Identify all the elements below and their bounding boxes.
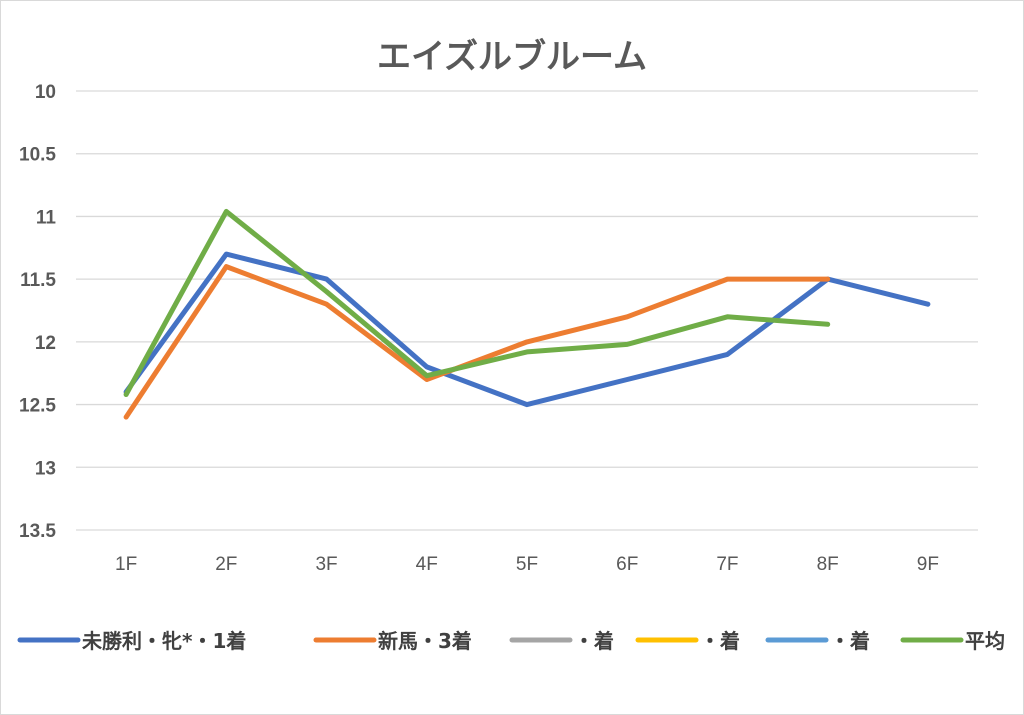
legend-label-2: ・着 xyxy=(574,629,614,653)
y-tick-label: 11 xyxy=(36,207,57,228)
y-tick-label: 12 xyxy=(35,333,56,354)
x-tick-label: 2F xyxy=(215,554,237,575)
legend: 未勝利・牝*・1着 新馬・3着 ・着 ・着 ・着 平均 xyxy=(17,629,1005,653)
x-tick-label: 7F xyxy=(716,554,738,575)
y-tick-label: 13.5 xyxy=(19,521,56,542)
legend-label-1: 新馬・3着 xyxy=(378,629,472,653)
x-axis-ticks: 1F 2F 3F 4F 5F 6F 7F 8F 9F xyxy=(115,554,939,575)
chart-title: エイズルブルーム xyxy=(377,37,647,77)
x-tick-label: 8F xyxy=(817,554,839,575)
x-tick-label: 1F xyxy=(115,554,137,575)
x-tick-label: 9F xyxy=(917,554,939,575)
y-axis-ticks: 10 10.5 11 11.5 12 12.5 13 13.5 xyxy=(19,82,56,542)
legend-label-3: ・着 xyxy=(700,629,740,653)
y-tick-label: 10 xyxy=(35,82,56,103)
series-lines xyxy=(123,208,931,420)
series-line-0 xyxy=(123,251,931,408)
x-tick-label: 6F xyxy=(616,554,638,575)
series-line-5 xyxy=(123,208,831,397)
x-tick-label: 5F xyxy=(516,554,538,575)
legend-label-0: 未勝利・牝*・1着 xyxy=(82,629,246,653)
legend-label-4: ・着 xyxy=(830,629,870,653)
x-tick-label: 3F xyxy=(315,554,337,575)
y-tick-label: 11.5 xyxy=(20,270,56,291)
y-tick-label: 12.5 xyxy=(19,396,56,417)
gridlines xyxy=(76,90,978,531)
x-tick-label: 4F xyxy=(416,554,438,575)
y-tick-label: 13 xyxy=(35,458,56,479)
legend-label-5: 平均 xyxy=(965,629,1005,653)
series-line-1 xyxy=(123,264,831,420)
y-tick-label: 10.5 xyxy=(19,145,56,166)
